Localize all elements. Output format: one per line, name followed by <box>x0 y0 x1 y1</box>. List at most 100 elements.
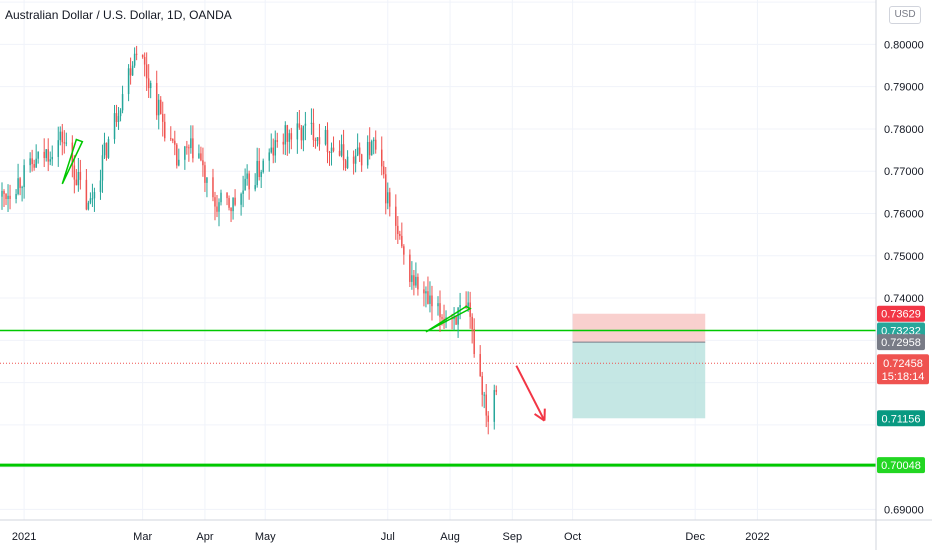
candle-body <box>282 141 285 145</box>
triangle-pattern <box>425 305 472 333</box>
candle-body <box>368 141 371 156</box>
candle-body <box>354 155 357 164</box>
time-axis-background <box>0 520 932 550</box>
candle-body <box>107 139 110 158</box>
candle-body <box>101 155 104 181</box>
candle-body <box>415 276 417 286</box>
candle-body <box>467 302 469 307</box>
candle-body <box>200 153 202 161</box>
candle-body <box>159 99 162 114</box>
candle-body <box>380 149 383 167</box>
candle-body <box>324 129 327 145</box>
candle-body <box>495 390 498 392</box>
candle-body <box>290 133 293 140</box>
position-zones <box>572 313 706 419</box>
candle-body <box>481 376 483 395</box>
candle-body <box>387 192 389 204</box>
arrow-head <box>534 413 546 422</box>
drawings <box>61 138 546 422</box>
candle-body <box>127 68 130 95</box>
candle-body <box>51 156 53 160</box>
candle-body <box>399 234 401 236</box>
candle-body <box>37 151 39 159</box>
candle-body <box>226 192 228 199</box>
chart-grid <box>0 0 876 520</box>
candle-body <box>113 113 116 140</box>
candle-body <box>77 171 80 186</box>
candle-body <box>312 122 315 141</box>
y-tick-label: 0.80000 <box>884 39 924 51</box>
candle-body <box>59 131 62 141</box>
candle-body <box>5 193 7 200</box>
y-tick-labels: 0.690000.700000.740000.750000.760000.770… <box>884 39 924 516</box>
candle-body <box>45 149 47 159</box>
candle-body <box>145 64 148 79</box>
candle-body <box>304 123 307 126</box>
candle-body <box>409 254 411 282</box>
candle-body <box>79 171 82 180</box>
candle-body <box>429 295 431 304</box>
candle-body <box>49 159 51 162</box>
candle-body <box>23 165 25 188</box>
candle-body <box>15 193 17 199</box>
candle-body <box>172 139 174 141</box>
candle-body <box>186 146 188 148</box>
candle-body <box>342 144 345 161</box>
candle-body <box>176 144 178 166</box>
candle-body <box>346 156 349 168</box>
candle-body <box>1 190 3 197</box>
candle-body <box>328 151 331 153</box>
candle-body <box>248 173 250 190</box>
candle-body <box>133 53 136 66</box>
candle-body <box>370 141 373 156</box>
candle-body <box>105 142 108 158</box>
candle-body <box>147 78 150 89</box>
candle-body <box>43 151 45 159</box>
candle-body <box>188 147 190 149</box>
countdown-label: 15:18:14 <box>882 371 925 383</box>
candle-body <box>135 53 138 55</box>
y-tick-label: 0.79000 <box>884 82 924 94</box>
candle-body <box>117 116 120 122</box>
x-tick-labels: 2021 Mar Apr May Jul Aug Sep Oct Dec 2022 <box>12 531 770 543</box>
candle-body <box>473 329 475 355</box>
candle-body <box>389 192 391 207</box>
candle-body <box>220 192 222 203</box>
price-label: 0.71156 <box>882 413 921 425</box>
currency-button[interactable]: USD <box>889 6 921 24</box>
candle-body <box>143 57 146 65</box>
candle-body <box>131 65 134 76</box>
candle-body <box>170 138 172 140</box>
candle-body <box>119 110 122 117</box>
candle-body <box>340 144 343 156</box>
candle-body <box>232 197 234 212</box>
candle-body <box>103 142 106 156</box>
candle-body <box>316 137 319 141</box>
candle-body <box>338 150 341 156</box>
candle-body <box>493 390 496 422</box>
candle-body <box>417 276 419 290</box>
y-tick-label: 0.69000 <box>884 504 924 516</box>
candle-body <box>242 190 244 194</box>
candle-body <box>234 197 236 205</box>
candle-body <box>326 129 329 152</box>
candle-body <box>286 125 289 142</box>
stop-loss-zone <box>572 313 706 343</box>
candle-body <box>330 147 333 153</box>
candle-body <box>439 303 441 318</box>
candle-body <box>427 291 429 304</box>
candle-body <box>218 202 220 212</box>
candle-body <box>184 146 186 160</box>
price-label-bg <box>877 305 925 322</box>
x-tick-label: Jul <box>381 531 395 543</box>
candle-body <box>204 165 206 183</box>
arrow-shaft <box>515 365 546 422</box>
candle-body <box>298 123 301 128</box>
candle-body <box>29 158 31 166</box>
candle-body <box>121 94 124 111</box>
candle-body <box>65 142 68 144</box>
candle-body <box>141 54 144 58</box>
candle-body <box>212 177 214 198</box>
candle-body <box>352 156 355 164</box>
